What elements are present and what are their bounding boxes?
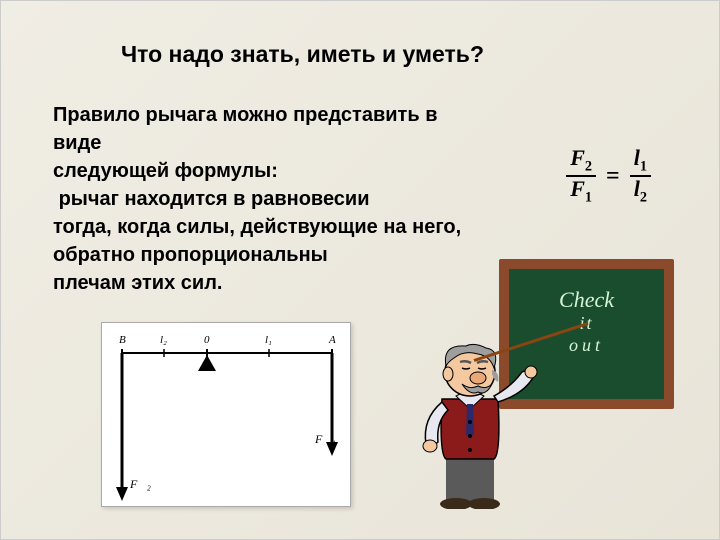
label-F2: F⃗₂ <box>129 477 151 491</box>
body-line6: плечам этих сил. <box>53 272 222 294</box>
body-line3: рычаг находится в равновесии <box>59 188 370 210</box>
label-A: A <box>328 334 336 346</box>
lever-svg: B l₂ 0 l₁ A F⃗₁ F⃗₂ <box>102 323 352 508</box>
page-title: Что надо знать, иметь и уметь? <box>121 41 484 68</box>
formula-equals: = <box>606 163 620 190</box>
label-B: B <box>119 334 126 346</box>
body-line1: Правило рычага можно представить в виде <box>53 104 438 154</box>
label-O: 0 <box>204 334 210 346</box>
teacher-figure <box>404 324 549 509</box>
formula-right-fraction: l1 l2 <box>630 146 651 206</box>
body-line5: обратно пропорциональны <box>53 244 328 266</box>
body-line4: тогда, когда силы, действующие на него, <box>53 216 461 238</box>
lever-diagram: B l₂ 0 l₁ A F⃗₁ F⃗₂ <box>101 322 351 507</box>
label-l1: l₁ <box>265 334 272 346</box>
teacher-scene: Check it out <box>404 259 674 509</box>
formula-left-fraction: F2 F1 <box>566 146 596 206</box>
label-F1: F⃗₁ <box>314 432 336 446</box>
body-line2: следующей формулы: <box>53 160 278 182</box>
lever-formula: F2 F1 = l1 l2 <box>566 146 651 206</box>
label-l2: l₂ <box>160 334 167 346</box>
